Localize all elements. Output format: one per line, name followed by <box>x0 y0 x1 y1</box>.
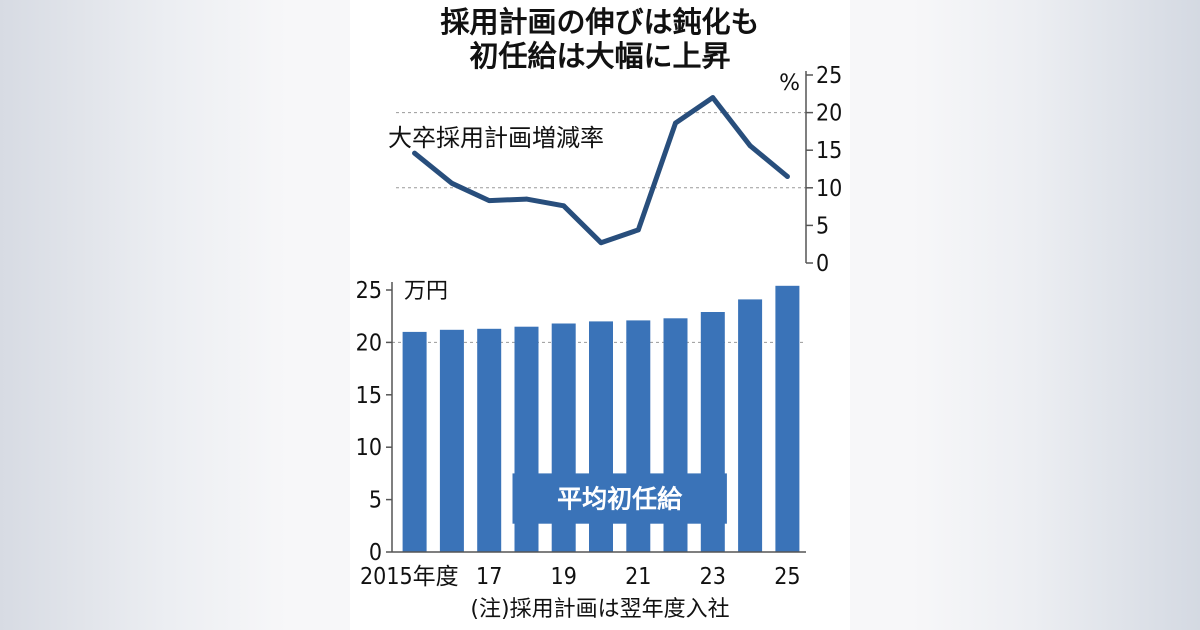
line-point-2016 <box>449 180 455 186</box>
line-point-2017 <box>486 198 492 204</box>
x-axis-labels: 2015年度 17 19 21 23 25 <box>360 564 801 590</box>
line-point-2018 <box>524 196 529 202</box>
line-series <box>412 95 790 246</box>
bar-2024 <box>738 299 763 552</box>
chart-card: 採用計画の伸びは鈍化も 初任給は大幅に上昇 0 5 10 15 20 25% 大卒採用計画増… <box>350 0 850 630</box>
bar-y-tick-label-15: 15 <box>356 383 382 409</box>
x-tick-label-2025: 25 <box>774 564 800 590</box>
bar-y-tick-label-20: 20 <box>356 330 382 356</box>
line-y-tick-label-15: 15 <box>816 138 842 164</box>
bar-y-tick-label-10: 10 <box>356 435 382 461</box>
bar-y-tick-label-25: 25 <box>356 278 382 304</box>
bar-y-tick-label-5: 5 <box>369 488 382 514</box>
x-tick-label-2023: 23 <box>700 564 726 590</box>
line-y-unit: % <box>779 71 800 96</box>
line-point-2023 <box>710 95 716 100</box>
bar-2017 <box>477 328 502 552</box>
line-point-2020 <box>598 240 604 246</box>
bar-2025 <box>775 285 800 552</box>
bar-y-unit: 万円 <box>404 279 448 304</box>
chart-svg: 採用計画の伸びは鈍化も 初任給は大幅に上昇 0 5 10 15 20 25% 大卒採用計画増… <box>356 5 843 622</box>
x-tick-label-2019: 19 <box>551 564 577 590</box>
line-y-tick-label-25: 25 <box>816 63 842 89</box>
bar-2015 <box>402 331 427 552</box>
line-point-2024 <box>747 143 753 149</box>
bar-2016 <box>439 329 464 552</box>
line-chart-panel: 0 5 10 15 20 25% 大卒採用計画増減率 <box>388 63 842 277</box>
line-y-tick-label-10: 10 <box>816 176 842 202</box>
bar-series-label-box <box>512 473 727 524</box>
line-point-2015 <box>412 150 417 156</box>
x-tick-label-2017: 17 <box>476 564 502 590</box>
line-point-2019 <box>561 203 567 209</box>
line-y-tick-label-20: 20 <box>816 101 842 127</box>
line-point-2021 <box>635 227 641 233</box>
line-point-2025 <box>785 174 790 179</box>
line-point-2022 <box>673 120 678 126</box>
x-tick-label-2021: 21 <box>625 564 651 590</box>
line-y-tick-label-0: 0 <box>816 251 829 277</box>
chart-title-line2: 初任給は大幅に上昇 <box>469 39 730 73</box>
bar-series-label: 平均初任給 <box>557 485 683 514</box>
bar-chart-panel: 平均初任給 0 5 10 15 20 25 万円 <box>356 278 806 566</box>
chart-note: (注)採用計画は翌年度入社 <box>470 597 729 622</box>
bar-y-tick-label-0: 0 <box>369 540 382 566</box>
line-y-tick-label-5: 5 <box>816 213 829 239</box>
line-series-label: 大卒採用計画増減率 <box>388 124 604 152</box>
chart-title-line1: 採用計画の伸びは鈍化も <box>440 5 759 39</box>
x-tick-label-2015: 2015年度 <box>360 564 459 590</box>
